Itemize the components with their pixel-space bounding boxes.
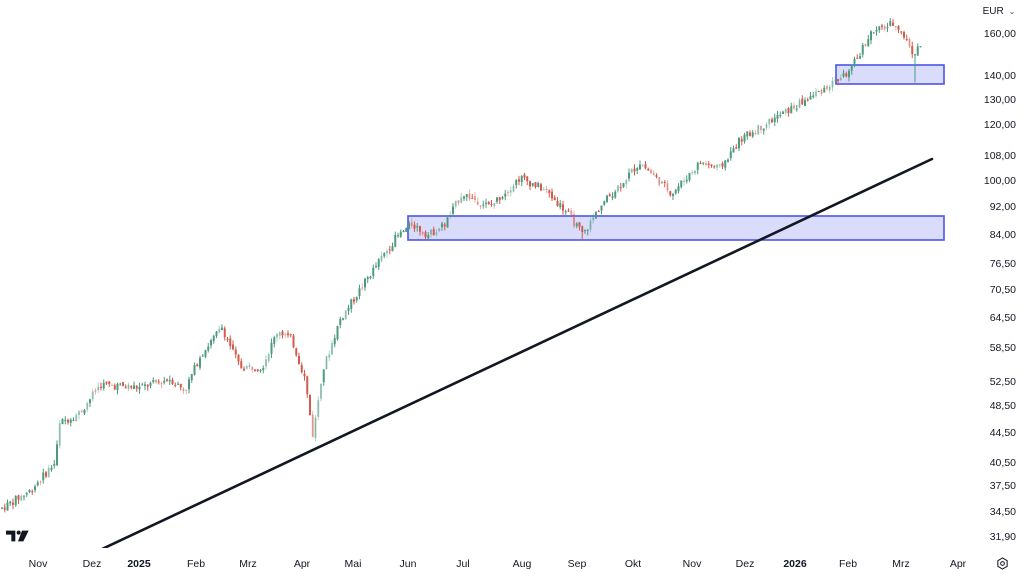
- time-tick-label: Aug: [512, 558, 532, 570]
- time-tick-label: Dez: [735, 558, 755, 570]
- time-tick-label: Feb: [838, 558, 858, 570]
- price-tick-label: 84,00: [989, 229, 1016, 241]
- price-tick-label: 108,00: [983, 150, 1016, 162]
- price-tick-label: 58,50: [989, 342, 1016, 354]
- price-tick-label: 70,50: [989, 284, 1016, 296]
- price-tick-label: 120,00: [983, 119, 1016, 131]
- price-tick-label: 64,50: [989, 312, 1016, 324]
- price-tick-label: 34,50: [989, 506, 1016, 518]
- price-tick-label: 130,00: [983, 94, 1016, 106]
- currency-dropdown[interactable]: EUR ⌄: [979, 2, 1019, 20]
- time-tick-label: Dez: [82, 558, 102, 570]
- currency-label: EUR: [982, 5, 1004, 17]
- time-tick-label: Feb: [186, 558, 206, 570]
- time-axis[interactable]: Nov Dez 2025 Feb Mrz Apr Mai Jun Jul Aug Sep Okt Nov…: [0, 548, 968, 573]
- time-tick-label: Mrz: [892, 558, 910, 570]
- price-axis[interactable]: 160,00 140,00 130,00 120,00 108,00 100,00 92,0…: [968, 0, 1024, 548]
- time-tick-label: Mai: [344, 558, 362, 570]
- price-tick-label: 100,00: [983, 175, 1016, 187]
- chart-pane[interactable]: [0, 0, 968, 548]
- price-tick-label: 44,50: [989, 427, 1016, 439]
- price-tick-label: 31,90: [989, 531, 1016, 543]
- time-tick-label: Jul: [456, 558, 470, 570]
- chevron-down-icon: ⌄: [1008, 6, 1016, 16]
- price-tick-label: 40,50: [989, 457, 1016, 469]
- price-tick-label: 76,50: [989, 258, 1016, 270]
- settings-gear-icon[interactable]: [994, 556, 1010, 570]
- time-tick-label: Apr: [293, 558, 311, 570]
- price-tick-label: 48,50: [989, 400, 1016, 412]
- price-tick-label: 37,50: [989, 480, 1016, 492]
- time-tick-year-label: 2025: [127, 558, 151, 570]
- time-tick-label: Okt: [624, 558, 642, 570]
- support-zone-rectangle[interactable]: [835, 64, 945, 85]
- candlestick-plot[interactable]: [0, 0, 968, 548]
- price-tick-label: 140,00: [983, 70, 1016, 82]
- time-tick-label: Sep: [567, 558, 587, 570]
- time-tick-label: Apr: [949, 558, 967, 570]
- candles: [1, 17, 922, 513]
- time-tick-label: Nov: [682, 558, 702, 570]
- tradingview-logo-icon[interactable]: [6, 529, 30, 543]
- price-tick-label: 160,00: [983, 28, 1016, 40]
- price-tick-label: 92,00: [989, 201, 1016, 213]
- time-tick-label: Jun: [399, 558, 417, 570]
- time-tick-label: Nov: [28, 558, 48, 570]
- support-zone-rectangle[interactable]: [407, 215, 945, 241]
- time-tick-year-label: 2026: [783, 558, 807, 570]
- support-trendline[interactable]: [100, 157, 934, 548]
- time-tick-label: Mrz: [239, 558, 257, 570]
- price-tick-label: 52,50: [989, 376, 1016, 388]
